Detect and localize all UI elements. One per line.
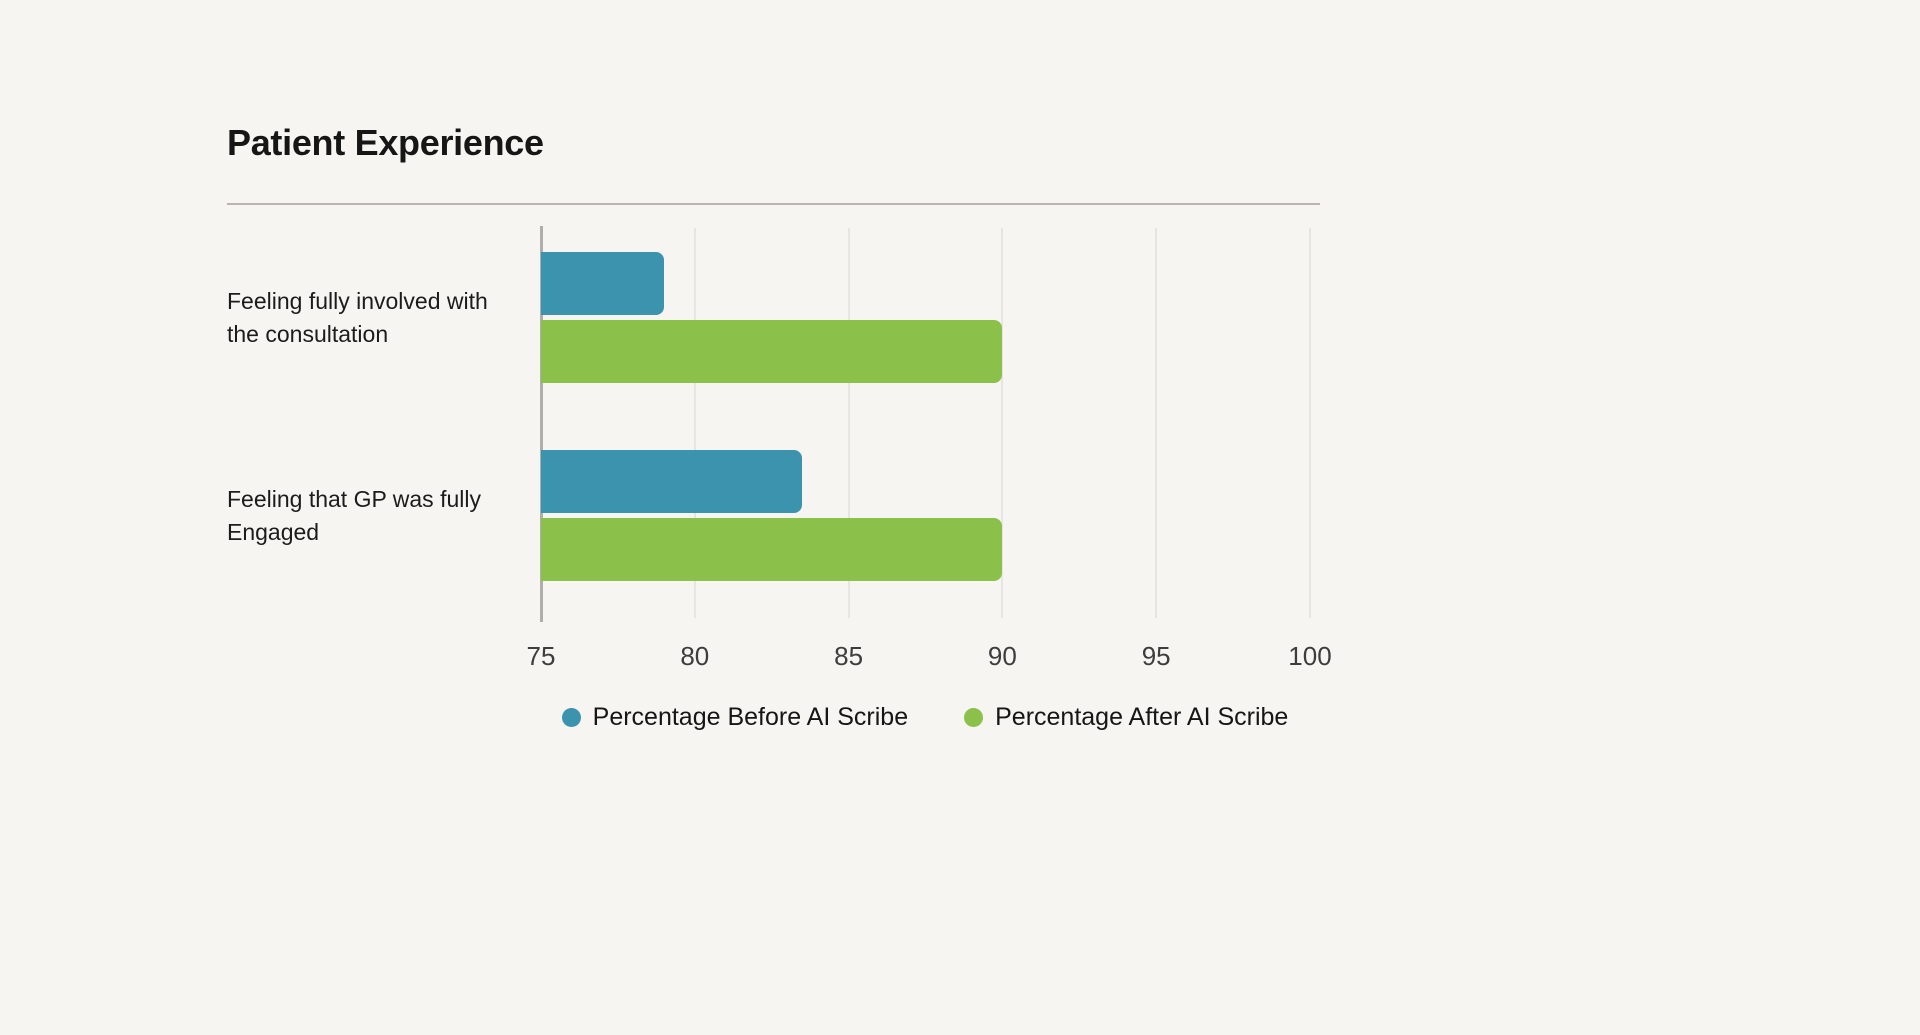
- y-axis-line: [540, 226, 543, 622]
- plot-area: [540, 226, 1311, 622]
- x-axis-ticks: 75 80 85 90 95 100: [527, 641, 1332, 675]
- legend-label: Percentage Before AI Scribe: [592, 703, 909, 731]
- legend-label: Percentage After AI Scribe: [995, 703, 1289, 731]
- x-tick-label: 95: [1141, 641, 1171, 671]
- gridline: [1001, 228, 1004, 618]
- category-label: Feeling fully involved with the consulta…: [227, 288, 488, 347]
- gridline: [1155, 228, 1158, 618]
- gridline: [693, 228, 696, 618]
- x-tick-label: 100: [1288, 641, 1332, 671]
- legend-dot: [964, 708, 984, 727]
- legend-dot: [561, 708, 581, 727]
- bar-before-ai-scribe: [541, 450, 803, 513]
- gridline: [1309, 228, 1311, 618]
- legend-item-after: Percentage After AI Scribe: [964, 703, 1288, 732]
- x-tick-label: 80: [680, 641, 710, 671]
- gridline: [847, 228, 850, 618]
- x-tick-label: 85: [834, 641, 864, 671]
- category-label: Feeling that GP was fully Engaged: [227, 486, 481, 545]
- x-tick-label: 75: [526, 641, 556, 671]
- bar-after-ai-scribe: [541, 320, 1003, 383]
- x-tick-label: 90: [987, 641, 1017, 671]
- bar-after-ai-scribe: [541, 518, 1003, 581]
- legend: Percentage Before AI Scribe Percentage A…: [470, 703, 1380, 732]
- chart-title: Patient Experience: [227, 122, 544, 163]
- category-labels: Feeling fully involved with the consulta…: [227, 228, 527, 618]
- title-divider: [227, 203, 1320, 205]
- legend-item-before: Percentage Before AI Scribe: [561, 703, 909, 732]
- bar-before-ai-scribe: [541, 252, 665, 315]
